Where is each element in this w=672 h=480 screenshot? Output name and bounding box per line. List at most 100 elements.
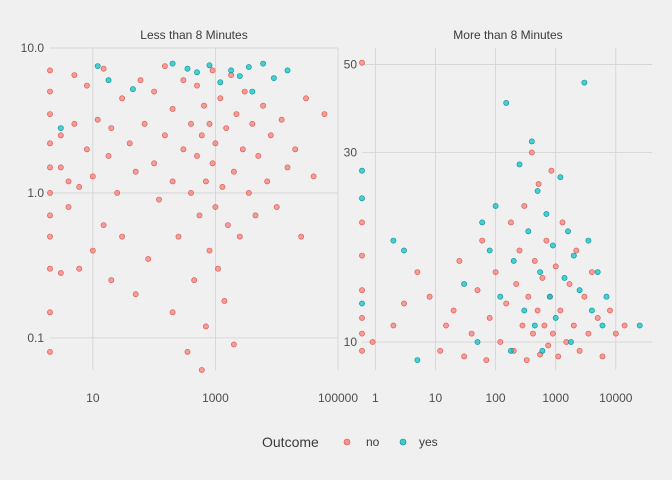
point-no bbox=[581, 293, 588, 300]
point-no bbox=[196, 212, 203, 219]
point-yes bbox=[228, 67, 234, 74]
point-yes bbox=[565, 228, 571, 235]
x-tick-label: 1 bbox=[372, 391, 379, 405]
point-no bbox=[530, 330, 536, 337]
point-no bbox=[284, 164, 291, 171]
point-no bbox=[516, 247, 523, 254]
point-no bbox=[212, 204, 219, 210]
panel-2-yticks: 10 30 50 bbox=[344, 57, 358, 349]
point-yes bbox=[245, 64, 252, 70]
point-no bbox=[47, 67, 53, 74]
point-no bbox=[519, 322, 526, 329]
point-yes bbox=[589, 307, 595, 314]
point-no bbox=[528, 149, 535, 156]
point-no bbox=[206, 120, 213, 127]
point-no bbox=[566, 281, 573, 287]
point-no bbox=[114, 189, 121, 196]
point-no bbox=[161, 63, 168, 69]
point-yes bbox=[359, 195, 365, 202]
point-no bbox=[239, 146, 246, 153]
point-no bbox=[292, 146, 299, 153]
y-tick-label: 50 bbox=[344, 57, 358, 71]
panel-2-grid bbox=[362, 48, 652, 370]
legend-title: Outcome bbox=[262, 434, 319, 450]
point-no bbox=[573, 247, 580, 254]
point-no bbox=[273, 204, 280, 210]
point-no bbox=[169, 309, 176, 316]
point-no bbox=[264, 178, 271, 185]
point-no bbox=[217, 95, 224, 102]
point-no bbox=[252, 212, 259, 219]
point-yes bbox=[531, 322, 538, 329]
point-no bbox=[47, 164, 53, 171]
point-yes bbox=[57, 125, 64, 132]
point-no bbox=[76, 183, 83, 190]
point-no bbox=[47, 189, 53, 196]
point-no bbox=[245, 189, 252, 196]
point-yes bbox=[284, 67, 291, 74]
point-no bbox=[108, 125, 115, 132]
point-yes bbox=[636, 322, 643, 329]
point-no bbox=[359, 347, 365, 354]
point-yes bbox=[497, 293, 504, 300]
point-no bbox=[47, 111, 53, 117]
point-no bbox=[543, 237, 550, 244]
x-tick-label: 100 bbox=[486, 391, 506, 405]
x-tick-label: 1000 bbox=[542, 391, 569, 405]
point-no bbox=[541, 322, 548, 329]
x-tick-label: 10 bbox=[429, 391, 443, 405]
point-no bbox=[359, 219, 365, 226]
legend-label-yes: yes bbox=[419, 435, 438, 449]
point-no bbox=[359, 314, 365, 321]
point-yes bbox=[603, 293, 610, 300]
point-yes bbox=[94, 63, 101, 69]
point-yes bbox=[270, 75, 277, 81]
point-no bbox=[570, 322, 577, 329]
legend: Outcome no yes bbox=[262, 434, 438, 450]
point-yes bbox=[599, 322, 606, 329]
point-no bbox=[198, 367, 205, 373]
legend-label-no: no bbox=[366, 435, 380, 449]
point-no bbox=[525, 293, 532, 300]
point-no bbox=[461, 353, 467, 360]
point-yes bbox=[194, 69, 200, 76]
point-yes bbox=[507, 347, 514, 354]
point-no bbox=[84, 82, 90, 89]
point-no bbox=[468, 330, 475, 337]
point-no bbox=[507, 219, 514, 226]
point-no bbox=[47, 88, 53, 95]
point-yes bbox=[105, 77, 112, 84]
point-yes bbox=[260, 60, 266, 67]
panel-1-points bbox=[47, 60, 328, 373]
point-no bbox=[223, 125, 230, 132]
point-no bbox=[47, 309, 53, 316]
point-yes bbox=[570, 252, 577, 259]
point-no bbox=[188, 189, 194, 196]
point-no bbox=[57, 132, 64, 139]
point-yes bbox=[492, 203, 499, 209]
point-no bbox=[57, 164, 64, 171]
point-no bbox=[531, 257, 538, 264]
point-no bbox=[191, 277, 198, 284]
point-no bbox=[557, 307, 564, 314]
point-yes bbox=[510, 257, 517, 264]
point-yes bbox=[479, 219, 486, 226]
point-no bbox=[359, 287, 365, 294]
point-no bbox=[298, 233, 304, 240]
panel-2-xticks: 1 10 100 1000 10000 bbox=[372, 391, 633, 405]
point-no bbox=[132, 291, 139, 298]
point-no bbox=[71, 120, 78, 127]
point-no bbox=[151, 160, 157, 167]
point-no bbox=[180, 146, 187, 153]
point-yes bbox=[521, 307, 528, 314]
point-no bbox=[84, 146, 90, 153]
point-no bbox=[401, 300, 407, 307]
point-no bbox=[390, 322, 397, 329]
point-no bbox=[76, 265, 83, 272]
point-yes bbox=[547, 293, 553, 300]
point-no bbox=[523, 357, 530, 363]
point-yes bbox=[390, 237, 397, 244]
point-no bbox=[198, 132, 205, 139]
point-yes bbox=[561, 274, 568, 281]
point-no bbox=[359, 59, 365, 66]
